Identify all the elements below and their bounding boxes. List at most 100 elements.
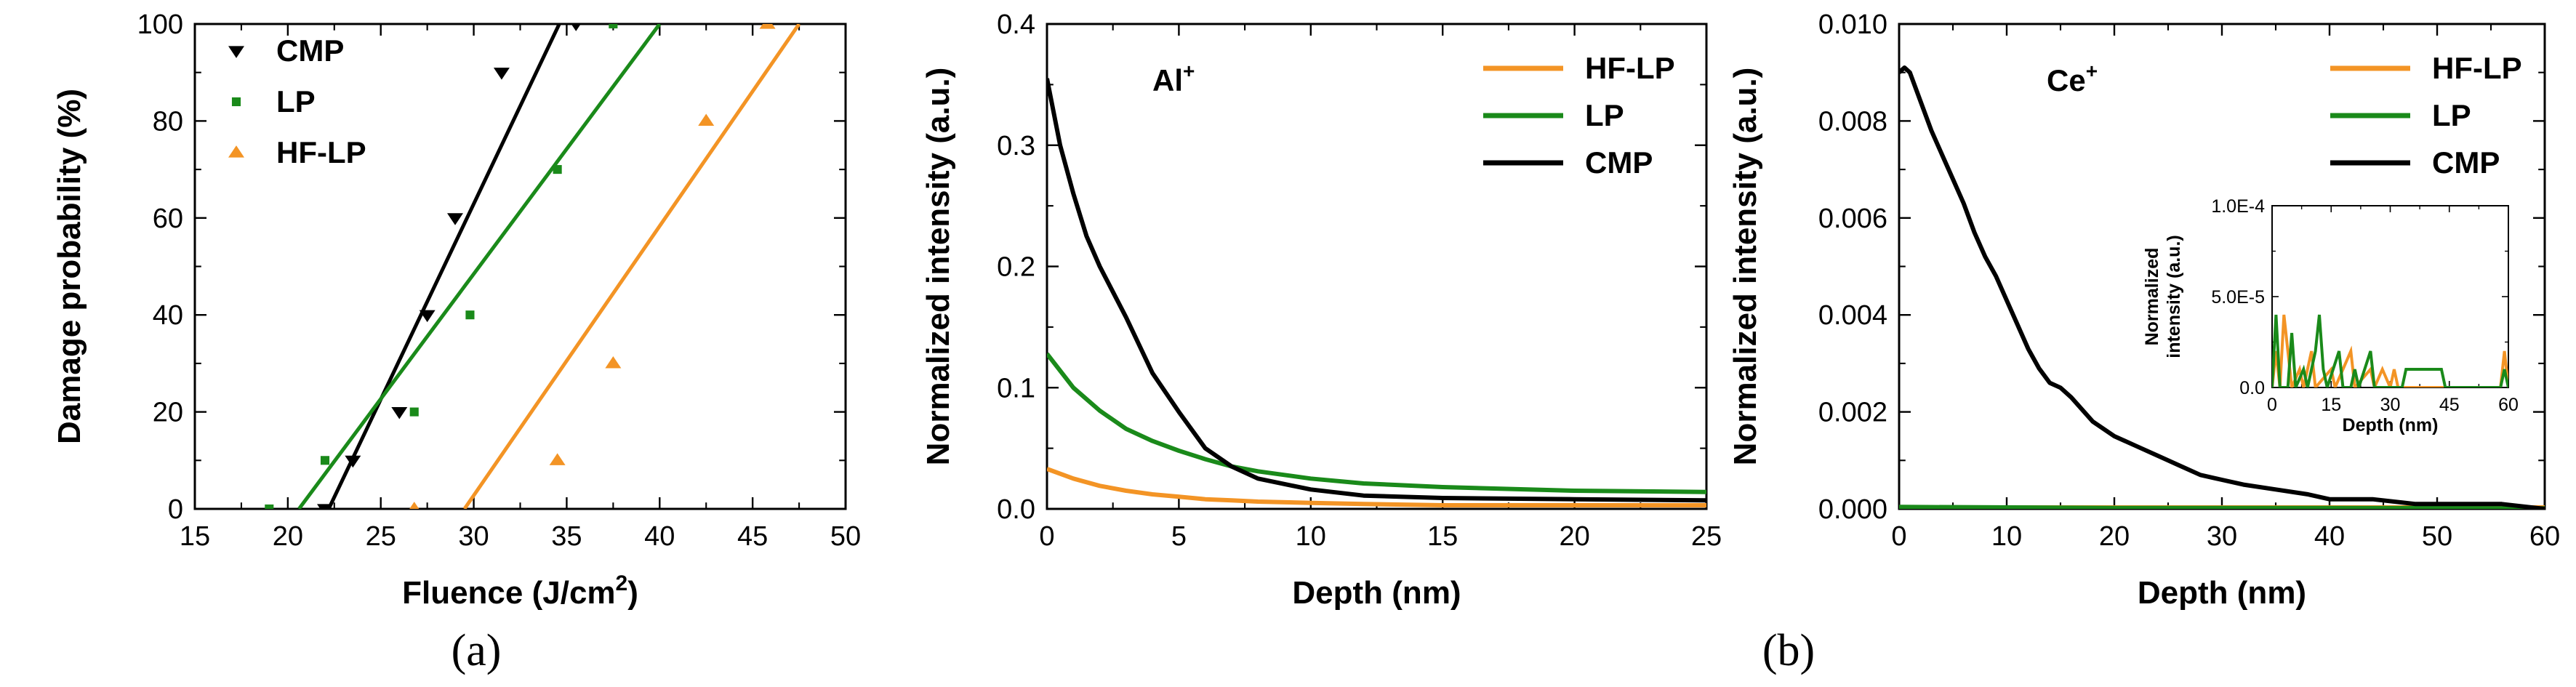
- panel-a-xtick-label: 50: [830, 521, 861, 552]
- point-lp: [409, 407, 419, 417]
- panel-b-ce-xtick-label: 20: [2099, 521, 2130, 552]
- panel-b-al-xtick-label: 5: [1171, 521, 1187, 552]
- panel-b-al-series-cmp: [1047, 78, 1706, 503]
- inset-x-axis-label: Depth (nm): [2343, 415, 2439, 435]
- panel-b-ce-ytick-label: 0.000: [1818, 494, 1887, 525]
- panel-a-xtick-label: 35: [551, 521, 582, 552]
- inset-y-axis-label-line1: Normalized: [2142, 248, 2162, 346]
- panel-a-xtick-label: 25: [366, 521, 396, 552]
- panel-a-x-axis-label: Fluence (J/cm2): [402, 571, 638, 611]
- panel-b-ce-xtick-label: 50: [2422, 521, 2452, 552]
- panel-b-ce-annotation: Ce+: [2047, 60, 2098, 97]
- panel-b-al-plot-area: [1047, 78, 1706, 507]
- panel-a-ytick-label: 20: [153, 398, 183, 428]
- legend-label-lp: LP: [276, 84, 316, 118]
- subfigure-label-b: (b): [1762, 626, 1815, 675]
- inset-xtick-label: 45: [2439, 395, 2460, 415]
- inset-ytick-label: 5.0E-5: [2211, 287, 2265, 308]
- panel-a-xtick-label: 20: [273, 521, 303, 552]
- panel-b-al-series-hf-lp: [1047, 467, 1706, 507]
- point-hf-lp: [698, 113, 715, 126]
- point-cmp: [447, 213, 463, 225]
- point-cmp: [317, 504, 333, 509]
- panel-b-al-xtick-label: 10: [1296, 521, 1326, 552]
- inset-ytick-label: 0.0: [2239, 378, 2265, 398]
- inset-background: [2266, 191, 2517, 438]
- panel-b-al-legend-label-cmp: CMP: [1585, 145, 1653, 180]
- panel-b-al-ytick-label: 0.4: [997, 9, 1035, 40]
- panel-b-al-annotation-text: Al: [1152, 63, 1183, 97]
- point-lp: [553, 165, 562, 174]
- point-cmp: [493, 68, 510, 80]
- panel-b-ce-series-cmp: [1899, 65, 2545, 509]
- panel-b-ce-ytick-label: 0.002: [1818, 398, 1887, 428]
- panel-a-ytick-label: 40: [153, 300, 183, 331]
- inset-y-axis-label-line2: intensity (a.u.): [2164, 235, 2184, 358]
- point-hf-lp: [759, 24, 776, 29]
- panel-b-ce-legend-label-cmp: CMP: [2432, 145, 2500, 180]
- subfigure-label-a: (a): [452, 626, 502, 675]
- point-cmp: [571, 24, 581, 31]
- panel-b-ce-ytick-label: 0.008: [1818, 106, 1887, 137]
- panel-b-ce-annotation-sup: +: [2086, 60, 2098, 82]
- panel-a-ytick-label: 0: [168, 494, 183, 525]
- panel-b-al-annotation-sup: +: [1183, 60, 1195, 82]
- panel-b-al-ytick-label: 0.1: [997, 373, 1035, 403]
- panel-a-xtick-label: 30: [458, 521, 489, 552]
- panel-b-al-xtick-label: 0: [1039, 521, 1054, 552]
- fit-line-cmp: [326, 24, 561, 509]
- panel-b-ce-legend-label-hf-lp: HF-LP: [2432, 51, 2522, 85]
- panel-b-ce-xtick-label: 60: [2529, 521, 2560, 552]
- panel-a-xtick-label: 40: [644, 521, 675, 552]
- panel-b-ce-annotation-text: Ce: [2047, 63, 2086, 97]
- inset-series-hf-lp: [2272, 314, 2508, 387]
- inset-xtick-label: 0: [2267, 395, 2277, 415]
- panel-b-ce-ytick-label: 0.004: [1818, 300, 1887, 331]
- panel-b-al-ytick-label: 0.2: [997, 252, 1035, 283]
- inset-plot-area: [2272, 314, 2508, 387]
- panel-b-al-xtick-label: 20: [1559, 521, 1589, 552]
- legend-label-hf-lp: HF-LP: [276, 135, 366, 169]
- panel-a-x-axis-label-text: Fluence (J/cm: [402, 575, 615, 611]
- panel-b-al-series-lp: [1047, 352, 1706, 494]
- panel-b-ce-y-axis-label: Normalized intensity (a.u.): [1728, 68, 1763, 466]
- point-lp: [465, 310, 475, 320]
- inset-xtick-label: 60: [2498, 395, 2519, 415]
- inset-xtick-label: 30: [2380, 395, 2401, 415]
- panel-a-ytick-label: 80: [153, 106, 183, 137]
- panel-b-ce-ytick-label: 0.010: [1818, 9, 1887, 40]
- point-lp: [265, 504, 274, 509]
- panel-a-x-axis-label-sup: 2: [616, 571, 628, 595]
- panel-b-ce-xtick-label: 40: [2314, 521, 2345, 552]
- panel-a-ytick-label: 100: [137, 9, 183, 40]
- panel-b-ce-ytick-label: 0.006: [1818, 204, 1887, 234]
- panel-a-plot-area: [265, 24, 801, 509]
- panel-a-x-axis-label-end: ): [627, 575, 638, 611]
- panel-b-ce-xtick-label: 10: [1991, 521, 2022, 552]
- point-cmp: [391, 407, 408, 419]
- panel-b-ce-xtick-label: 0: [1891, 521, 1906, 552]
- inset-ytick-label: 1.0E-4: [2211, 196, 2265, 217]
- legend-label-cmp: CMP: [276, 33, 344, 68]
- panel-b-ce-series-lp: [1899, 505, 2545, 509]
- point-hf-lp: [605, 356, 622, 369]
- point-lp: [609, 24, 618, 29]
- point-hf-lp: [409, 502, 420, 509]
- legend-marker-hf-lp: [228, 145, 244, 158]
- panel-b-al-ytick-label: 0.3: [997, 131, 1035, 161]
- panel-b-al-x-axis-label: Depth (nm): [1292, 575, 1461, 611]
- point-cmp: [345, 455, 361, 468]
- fit-line-hf-lp: [462, 24, 801, 509]
- inset-series-lp: [2272, 314, 2508, 387]
- inset-xtick-label: 15: [2321, 395, 2341, 415]
- point-cmp: [419, 310, 436, 323]
- panel-b-al-y-axis-label: Normalized intensity (a.u.): [920, 68, 956, 466]
- panel-b-al-xtick-label: 25: [1691, 521, 1722, 552]
- panel-a-ytick-label: 60: [153, 204, 183, 234]
- fit-line-lp: [297, 24, 662, 509]
- panel-b-ce-x-axis-label: Depth (nm): [2138, 575, 2306, 611]
- panel-b-ce-plot-area: [1899, 65, 2545, 509]
- legend-marker-cmp: [228, 46, 244, 58]
- panel-b-ce-legend-label-lp: LP: [2432, 98, 2471, 132]
